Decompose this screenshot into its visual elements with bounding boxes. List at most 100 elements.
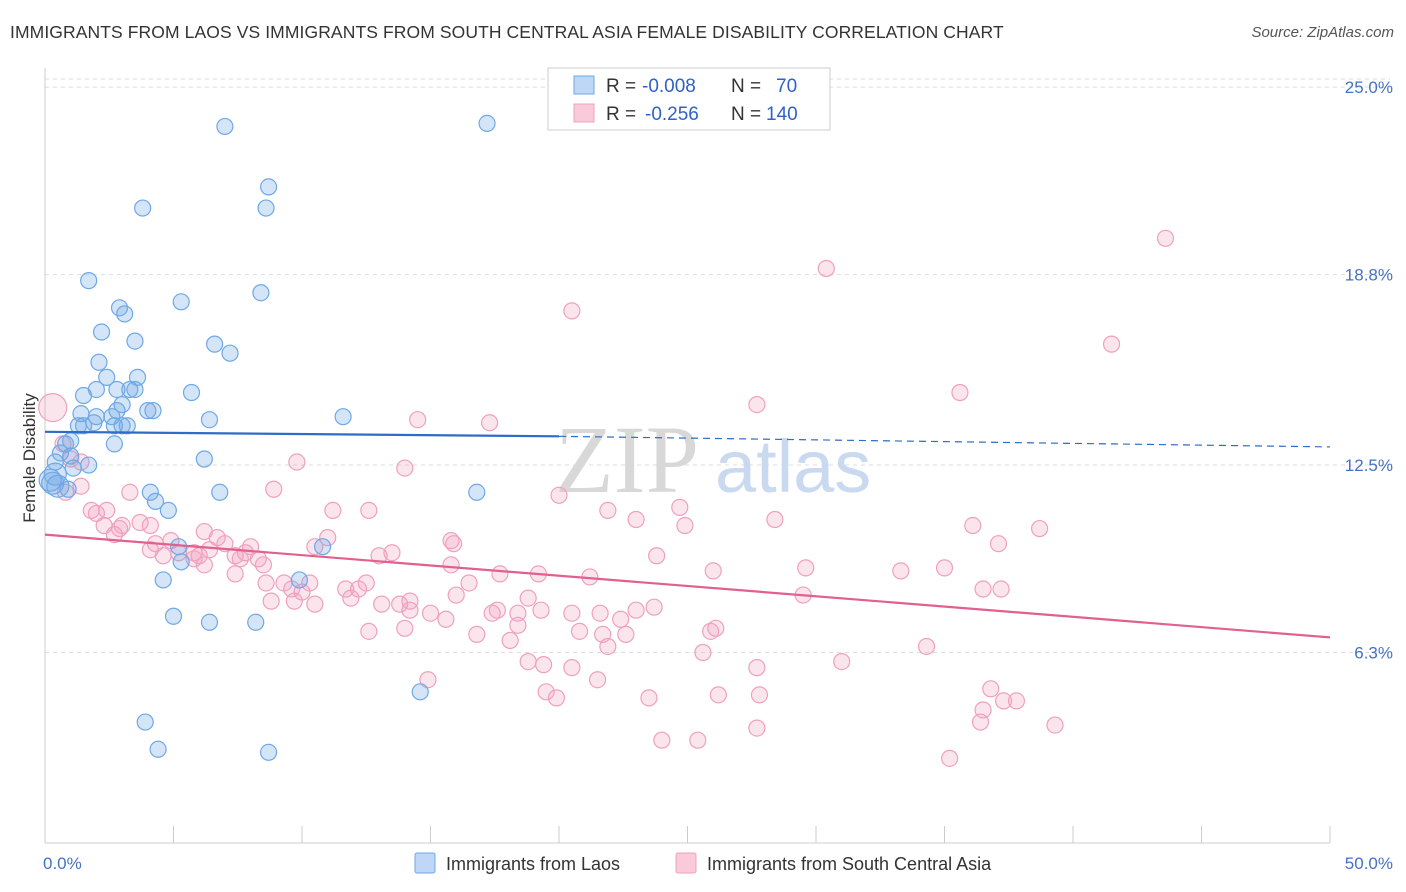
bottom-legend-label-sca: Immigrants from South Central Asia bbox=[707, 854, 992, 874]
sca-point-117 bbox=[599, 637, 617, 656]
sca-point-55 bbox=[154, 547, 172, 565]
laos-point-6 bbox=[172, 293, 190, 311]
laos-point-53 bbox=[146, 492, 165, 510]
sca-point-25 bbox=[671, 498, 689, 516]
sca-point-131 bbox=[982, 680, 1000, 698]
laos-point-68 bbox=[259, 743, 278, 761]
laos-point-59 bbox=[154, 571, 172, 589]
sca-point-24 bbox=[599, 501, 617, 520]
sca-point-70 bbox=[491, 565, 509, 583]
laos-point-34 bbox=[69, 417, 88, 435]
sca-point-14 bbox=[265, 480, 283, 498]
sca-point-68 bbox=[892, 562, 910, 580]
legend-r-value-laos: -0.008 bbox=[642, 76, 696, 97]
sca-point-66 bbox=[704, 562, 722, 580]
laos-point-26 bbox=[144, 402, 162, 420]
laos-point-33 bbox=[74, 417, 93, 435]
sca-point-5 bbox=[748, 395, 766, 414]
sca-point-106 bbox=[360, 622, 378, 640]
sca-point-100 bbox=[532, 601, 550, 619]
legend-n-value-sca: 140 bbox=[766, 104, 798, 125]
sca-point-126 bbox=[537, 683, 555, 701]
laos-trend-dashed bbox=[558, 435, 1331, 448]
sca-point-28 bbox=[766, 510, 784, 529]
laos-point-66 bbox=[136, 713, 154, 731]
sca-point-122 bbox=[563, 659, 581, 677]
chart-title: IMMIGRANTS FROM LAOS VS IMMIGRANTS FROM … bbox=[10, 22, 1004, 42]
sca-point-125 bbox=[588, 671, 607, 689]
laos-point-55 bbox=[468, 483, 486, 501]
sca-point-52 bbox=[370, 547, 388, 565]
laos-point-10 bbox=[92, 323, 111, 341]
sca-point-119 bbox=[833, 652, 851, 671]
sca-point-98 bbox=[488, 601, 506, 619]
laos-point-12 bbox=[206, 335, 224, 353]
watermark: ZIP atlas bbox=[555, 406, 871, 513]
sca-point-78 bbox=[357, 574, 375, 592]
laos-point-20 bbox=[126, 380, 144, 399]
sca-point-108 bbox=[509, 616, 527, 634]
laos-point-40 bbox=[105, 435, 123, 453]
legend-n-label-laos: N = bbox=[731, 76, 761, 97]
laos-point-44 bbox=[195, 450, 213, 468]
source-label: Source: ZipAtlas.com bbox=[1251, 24, 1394, 41]
legend-r-value-sca: -0.256 bbox=[645, 104, 699, 125]
laos-point-50 bbox=[46, 474, 70, 498]
laos-point-11 bbox=[126, 332, 144, 350]
series-sca-points bbox=[38, 229, 1175, 767]
sca-point-139 bbox=[748, 719, 766, 737]
sca-point-109 bbox=[570, 622, 589, 640]
sca-point-27 bbox=[676, 516, 694, 535]
sca-point-2 bbox=[563, 302, 581, 320]
sca-point-23 bbox=[360, 501, 378, 520]
sca-point-96 bbox=[437, 610, 455, 628]
sca-point-138 bbox=[689, 731, 707, 749]
y-axis-title: Female Disability bbox=[20, 393, 39, 523]
legend-box bbox=[547, 67, 831, 131]
laos-point-14 bbox=[90, 353, 108, 371]
laos-point-30 bbox=[200, 411, 219, 429]
sca-point-111 bbox=[702, 622, 720, 640]
sca-point-30 bbox=[1030, 519, 1049, 538]
sca-point-43 bbox=[445, 535, 463, 553]
watermark-zip: ZIP bbox=[555, 406, 699, 513]
laos-point-7 bbox=[252, 284, 270, 302]
correlation-legend: R = -0.008 N = 70 R = -0.256 N = 140 bbox=[547, 67, 831, 131]
laos-point-0 bbox=[216, 117, 234, 136]
sca-point-62 bbox=[254, 556, 273, 574]
sca-point-90 bbox=[306, 595, 324, 613]
sca-point-133 bbox=[1007, 692, 1026, 710]
laos-point-64 bbox=[247, 613, 265, 631]
sca-point-81 bbox=[401, 592, 419, 610]
sca-point-69 bbox=[935, 559, 954, 577]
sca-point-94 bbox=[401, 601, 419, 619]
sca-point-4 bbox=[951, 383, 969, 402]
sca-point-34 bbox=[141, 516, 159, 535]
x-tick-label-1: 50.0% bbox=[1345, 854, 1393, 873]
sca-point-112 bbox=[707, 619, 725, 637]
laos-point-65 bbox=[411, 683, 429, 701]
sca-point-7 bbox=[481, 414, 499, 432]
sca-point-123 bbox=[748, 659, 766, 677]
sca-point-65 bbox=[226, 565, 244, 583]
sca-point-137 bbox=[653, 731, 671, 749]
sca-point-29 bbox=[964, 516, 982, 535]
sca-point-130 bbox=[750, 686, 769, 704]
laos-point-21 bbox=[182, 383, 201, 402]
sca-point-49 bbox=[200, 541, 219, 559]
sca-point-73 bbox=[257, 574, 275, 592]
sca-point-58 bbox=[226, 547, 244, 565]
sca-point-129 bbox=[709, 686, 727, 704]
laos-point-67 bbox=[149, 740, 167, 758]
series-laos-points bbox=[38, 114, 496, 761]
laos-point-52 bbox=[141, 483, 159, 501]
sca-point-63 bbox=[195, 556, 213, 574]
legend-n-label-sca: N = bbox=[731, 104, 761, 125]
sca-point-67 bbox=[797, 559, 815, 577]
sca-point-88 bbox=[262, 592, 280, 610]
sca-point-0 bbox=[1156, 229, 1175, 247]
y-tick-label-0: 6.3% bbox=[1354, 644, 1393, 663]
x-tick-label-0: 0.0% bbox=[43, 854, 82, 873]
laos-point-46 bbox=[64, 459, 82, 477]
laos-point-19 bbox=[121, 380, 139, 399]
